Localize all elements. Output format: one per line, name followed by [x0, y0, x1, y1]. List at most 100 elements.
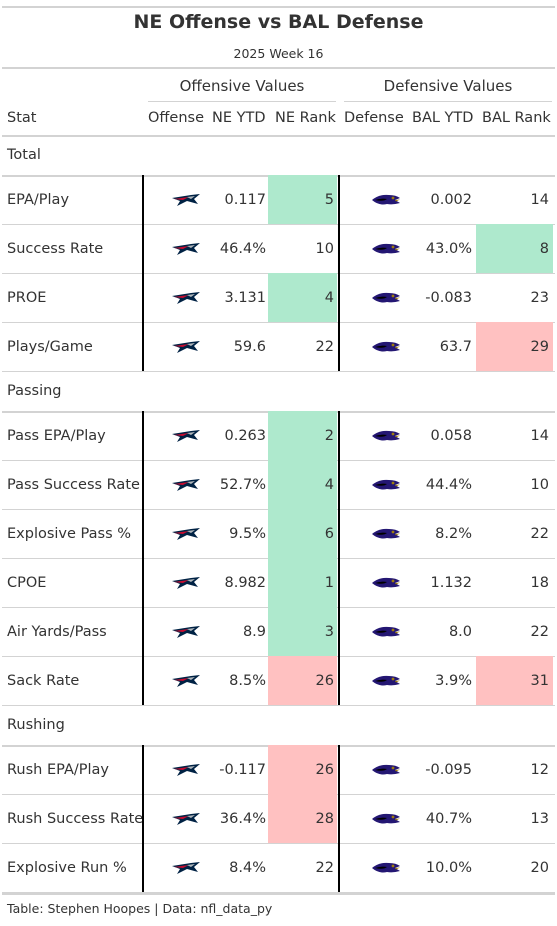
ravens-logo-icon [371, 290, 401, 310]
table-row: Pass EPA/Play 0.263 2 0.058 14 [0, 411, 557, 460]
ne-rank-value: 4 [324, 289, 334, 306]
patriots-logo-icon [171, 624, 201, 644]
row-rule [2, 135, 555, 137]
column-header-offense: Offense [148, 110, 204, 126]
patriots-logo-icon [171, 290, 201, 310]
table-row: CPOE 8.982 1 1.132 18 [0, 558, 557, 607]
defensive-values-spanner: Defensive Values [383, 77, 513, 95]
ne-rank-highlight [268, 509, 337, 558]
ravens-logo-icon [371, 339, 401, 359]
patriots-logo-icon [171, 811, 201, 831]
column-header-bal-rank: BAL Rank [482, 110, 551, 126]
ravens-logo-icon [371, 624, 401, 644]
table-row: PROE 3.131 4 -0.083 23 [0, 273, 557, 322]
bal-rank-value: 23 [530, 289, 549, 306]
bal-rank-highlight [476, 224, 553, 273]
bal-rank-value: 8 [539, 240, 549, 257]
bal-ytd-value: 43.0% [425, 240, 472, 257]
ne-ytd-value: 36.4% [219, 810, 266, 827]
defensive-spanner-line [344, 101, 552, 102]
ne-ytd-value: 0.117 [224, 191, 266, 208]
patriots-logo-icon [171, 526, 201, 546]
ne-ytd-value: -0.117 [219, 761, 266, 778]
stat-name: EPA/Play [7, 191, 70, 208]
stat-name: Explosive Pass % [7, 525, 132, 542]
table-subtitle: 2025 Week 16 [233, 46, 324, 61]
ne-ytd-value: 52.7% [219, 476, 266, 493]
stat-name: Pass Success Rate [7, 476, 140, 493]
bal-ytd-value: 63.7 [439, 338, 472, 355]
bal-rank-value: 31 [530, 672, 549, 689]
ne-rank-highlight [268, 460, 337, 509]
bal-rank-value: 14 [530, 191, 549, 208]
ne-rank-value: 28 [315, 810, 334, 827]
header-rule [2, 67, 555, 69]
bal-ytd-value: 1.132 [430, 574, 472, 591]
ne-rank-highlight [268, 273, 337, 322]
ravens-logo-icon [371, 860, 401, 880]
ravens-logo-icon [371, 575, 401, 595]
table-row: Rush Success Rate 36.4% 28 40.7% 13 [0, 794, 557, 843]
patriots-logo-icon [171, 673, 201, 693]
bal-ytd-value: 8.2% [435, 525, 472, 542]
bal-rank-highlight [476, 322, 553, 371]
table-row: Explosive Run % 8.4% 22 10.0% 20 [0, 843, 557, 892]
patriots-logo-icon [171, 339, 201, 359]
table-row: Air Yards/Pass 8.9 3 8.0 22 [0, 607, 557, 656]
table-row: Pass Success Rate 52.7% 4 44.4% 10 [0, 460, 557, 509]
bal-rank-value: 10 [530, 476, 549, 493]
bal-rank-highlight [476, 656, 553, 705]
stat-name: Plays/Game [7, 338, 93, 355]
ravens-logo-icon [371, 192, 401, 212]
ne-rank-highlight [268, 745, 337, 794]
row-group-label: Passing [7, 383, 62, 399]
stat-name: Pass EPA/Play [7, 427, 106, 444]
ne-ytd-value: 59.6 [233, 338, 266, 355]
top-rule [2, 6, 555, 8]
patriots-logo-icon [171, 762, 201, 782]
column-divider [142, 175, 144, 371]
bal-ytd-value: 10.0% [425, 859, 472, 876]
ne-ytd-value: 8.982 [224, 574, 266, 591]
bal-ytd-value: 3.9% [435, 672, 472, 689]
bal-ytd-value: 0.002 [430, 191, 472, 208]
ne-rank-highlight [268, 607, 337, 656]
patriots-logo-icon [171, 428, 201, 448]
ne-rank-highlight [268, 558, 337, 607]
ne-ytd-value: 8.4% [229, 859, 266, 876]
bottom-rule [2, 893, 555, 895]
ne-rank-value: 22 [315, 338, 334, 355]
table-row: Explosive Pass % 9.5% 6 8.2% 22 [0, 509, 557, 558]
table-row: Rush EPA/Play -0.117 26 -0.095 12 [0, 745, 557, 794]
stat-name: CPOE [7, 574, 47, 591]
offensive-spanner-line [148, 101, 336, 102]
table-row: Plays/Game 59.6 22 63.7 29 [0, 322, 557, 371]
bal-ytd-value: 8.0 [448, 623, 472, 640]
ravens-logo-icon [371, 673, 401, 693]
bal-ytd-value: -0.083 [425, 289, 472, 306]
ne-rank-value: 26 [315, 761, 334, 778]
column-divider [142, 411, 144, 705]
row-rule [2, 892, 555, 893]
stat-name: Sack Rate [7, 672, 80, 689]
ne-rank-value: 1 [324, 574, 334, 591]
row-rule [2, 322, 555, 323]
patriots-logo-icon [171, 860, 201, 880]
stat-name: Explosive Run % [7, 859, 127, 876]
ne-ytd-value: 8.5% [229, 672, 266, 689]
column-divider [338, 411, 340, 705]
stat-name: Success Rate [7, 240, 104, 257]
patriots-logo-icon [171, 575, 201, 595]
row-rule [2, 843, 555, 844]
ne-rank-highlight [268, 656, 337, 705]
column-divider [142, 745, 144, 892]
bal-rank-value: 12 [530, 761, 549, 778]
bal-ytd-value: 40.7% [425, 810, 472, 827]
bal-ytd-value: 0.058 [430, 427, 472, 444]
ne-rank-value: 2 [324, 427, 334, 444]
table-row: EPA/Play 0.117 5 0.002 14 [0, 175, 557, 224]
stat-name: Air Yards/Pass [7, 623, 107, 640]
ne-ytd-value: 3.131 [224, 289, 266, 306]
ravens-logo-icon [371, 526, 401, 546]
